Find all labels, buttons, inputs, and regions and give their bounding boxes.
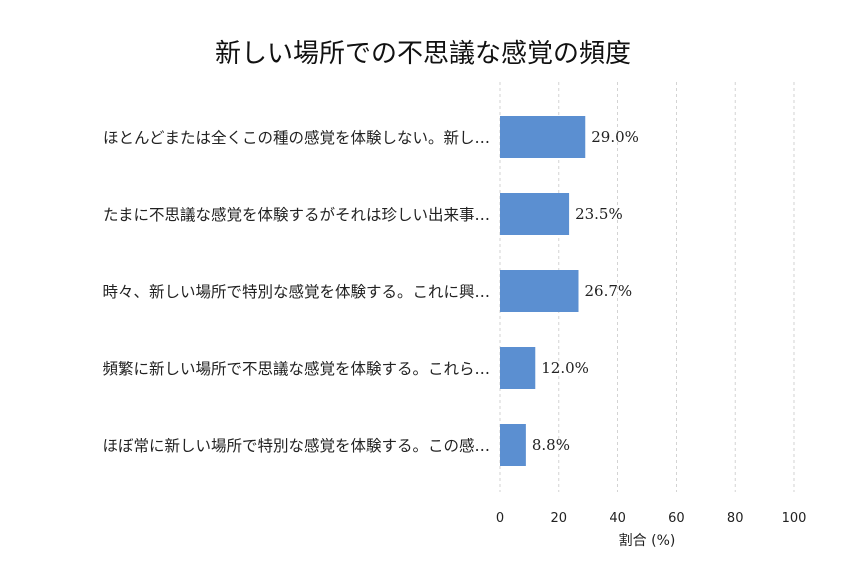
bar-value-label: 26.7% [584, 282, 632, 300]
x-tick-label: 100 [782, 511, 807, 526]
category-label: ほとんどまたは全くこの種の感覚を体験しない。新し… [103, 129, 490, 147]
bar [500, 347, 536, 389]
bar-value-label: 29.0% [591, 128, 639, 146]
bar [500, 193, 570, 235]
bar [500, 270, 579, 312]
x-axis-ticks: 0 20 40 60 80 100 [496, 511, 807, 526]
category-label: たまに不思議な感覚を体験するがそれは珍しい出来事… [103, 206, 490, 224]
x-tick-label: 0 [496, 511, 504, 526]
x-tick-label: 20 [551, 511, 568, 526]
bar-value-label: 8.8% [532, 436, 570, 454]
category-labels: ほとんどまたは全くこの種の感覚を体験しない。新し… たまに不思議な感覚を体験するが… [102, 129, 490, 455]
x-tick-label: 60 [668, 511, 685, 526]
bar-value-label: 23.5% [575, 205, 623, 223]
x-axis-label: 割合 (%) [619, 532, 676, 549]
bar [500, 116, 586, 158]
category-label: ほぼ常に新しい場所で特別な感覚を体験する。この感… [102, 437, 490, 455]
category-label: 時々、新しい場所で特別な感覚を体験する。これに興… [102, 283, 490, 301]
bar [500, 424, 526, 466]
chart-title: 新しい場所での不思議な感覚の頻度 [215, 39, 631, 69]
bar-value-label: 12.0% [541, 359, 589, 377]
x-tick-label: 40 [609, 511, 626, 526]
bars: 29.0% 23.5% 26.7% 12.0% 8.8% [500, 116, 639, 466]
category-label: 頻繁に新しい場所で不思議な感覚を体験する。これら… [102, 359, 490, 378]
x-tick-label: 80 [727, 511, 744, 526]
